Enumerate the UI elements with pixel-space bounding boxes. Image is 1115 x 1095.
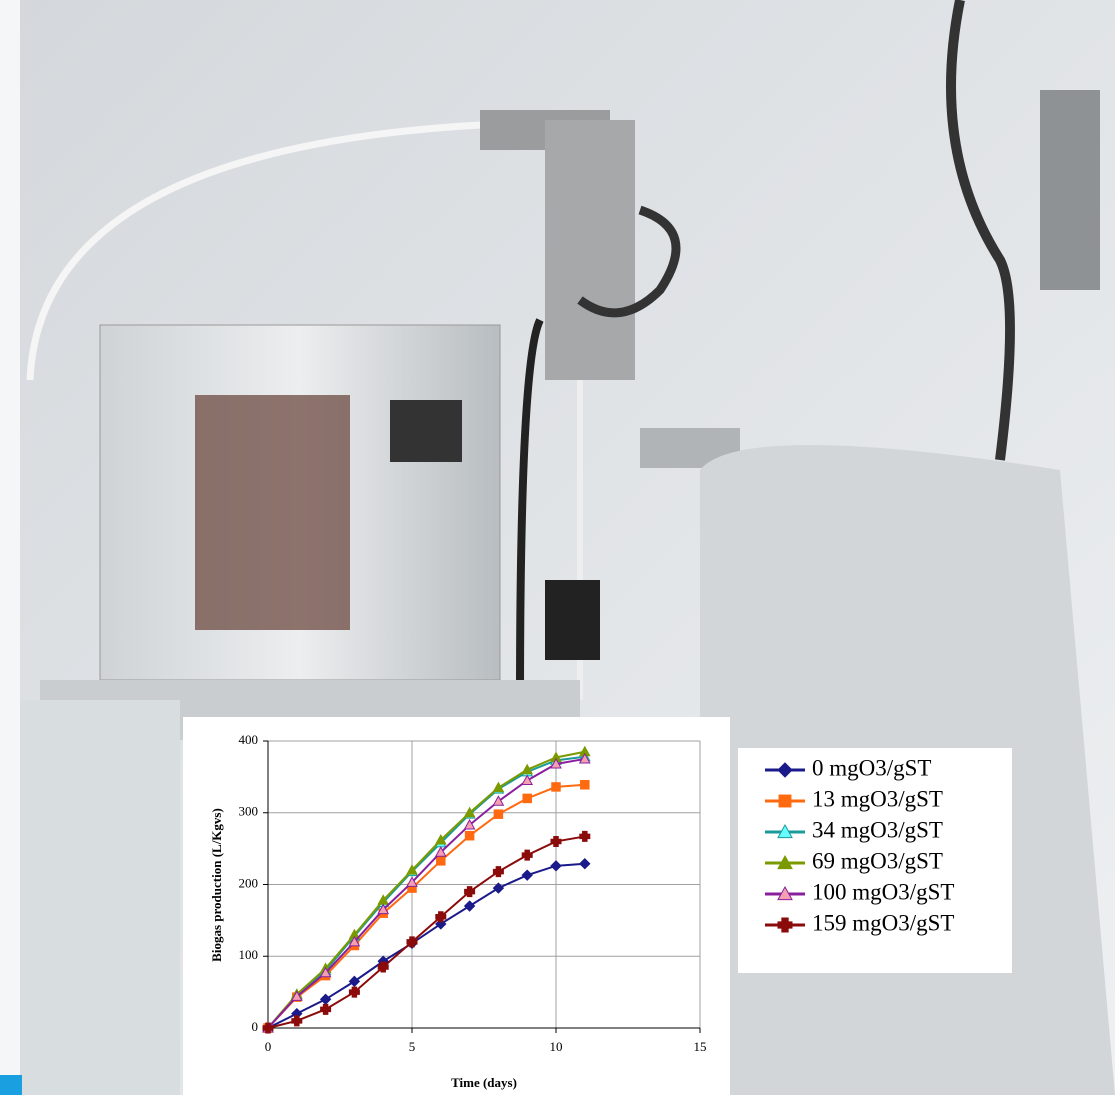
legend-entry: 34 mgO3/gST [765, 817, 943, 842]
point [290, 990, 303, 1001]
point [406, 864, 418, 875]
point [434, 833, 447, 845]
legend-marker [777, 917, 793, 933]
legend-label: 0 mgO3/gST [812, 755, 931, 780]
point [580, 780, 590, 790]
chart-panel: Time (days) Biogas production (L/Kgvs) [183, 717, 1012, 1095]
legend-entry: 159 mgO3/gST [765, 910, 954, 935]
point [464, 886, 476, 898]
point [435, 911, 447, 923]
point [348, 975, 361, 988]
point [521, 849, 533, 861]
legend-entry: 13 mgO3/gST [765, 786, 943, 811]
y-tick-label: 200 [239, 875, 259, 890]
point [492, 882, 505, 894]
legend-marker [778, 794, 792, 808]
point [463, 806, 476, 818]
point [262, 1022, 274, 1034]
point [550, 757, 562, 769]
point [406, 876, 418, 887]
series-line [267, 862, 585, 1029]
point [319, 966, 332, 978]
legend-marker [777, 762, 793, 778]
legend-marker [777, 854, 793, 870]
point [551, 782, 561, 792]
x-tick-label: 15 [694, 1039, 707, 1054]
legend-label: 159 mgO3/gST [812, 910, 954, 935]
legend-marker [777, 823, 793, 839]
x-tick-label: 10 [550, 1039, 563, 1054]
legend-label: 34 mgO3/gST [812, 817, 943, 842]
point [436, 856, 446, 866]
point [463, 900, 476, 912]
series-line [267, 783, 585, 1029]
legend-label: 100 mgO3/gST [812, 879, 954, 904]
x-axis-title: Time (days) [451, 1075, 517, 1090]
point [550, 860, 562, 872]
point [493, 809, 504, 819]
point [492, 795, 505, 806]
point [320, 1003, 332, 1015]
point [492, 781, 505, 793]
point [406, 936, 418, 948]
point [348, 986, 360, 998]
point [521, 763, 534, 775]
y-tick-label: 400 [239, 732, 259, 747]
y-axis-title: Biogas production (L/Kgvs) [209, 808, 224, 962]
point [377, 903, 390, 915]
point [434, 846, 447, 857]
plot: 0 100 200 300 400 0 5 10 15 [239, 732, 707, 1054]
y-tick-label: 0 [252, 1019, 259, 1034]
legend-entry: 69 mgO3/gST [765, 848, 943, 873]
point [521, 869, 533, 881]
point [579, 830, 591, 842]
x-tick-label: 5 [409, 1039, 416, 1054]
legend-entry: 100 mgO3/gST [765, 879, 954, 904]
point [463, 818, 476, 830]
legend-entry: 0 mgO3/gST [765, 755, 931, 780]
point [578, 752, 591, 764]
point [522, 793, 532, 804]
point [464, 830, 475, 841]
legend-marker [777, 885, 793, 901]
point [492, 866, 504, 878]
point [550, 835, 562, 847]
point [348, 935, 361, 947]
legend-label: 13 mgO3/gST [812, 786, 943, 811]
legend-label: 69 mgO3/gST [812, 848, 943, 873]
point [521, 774, 534, 785]
point [377, 961, 389, 973]
point [579, 857, 591, 870]
x-tick-label: 0 [265, 1039, 272, 1054]
point [291, 1015, 303, 1027]
y-tick-label: 100 [239, 947, 259, 962]
y-tick-label: 300 [239, 804, 259, 819]
